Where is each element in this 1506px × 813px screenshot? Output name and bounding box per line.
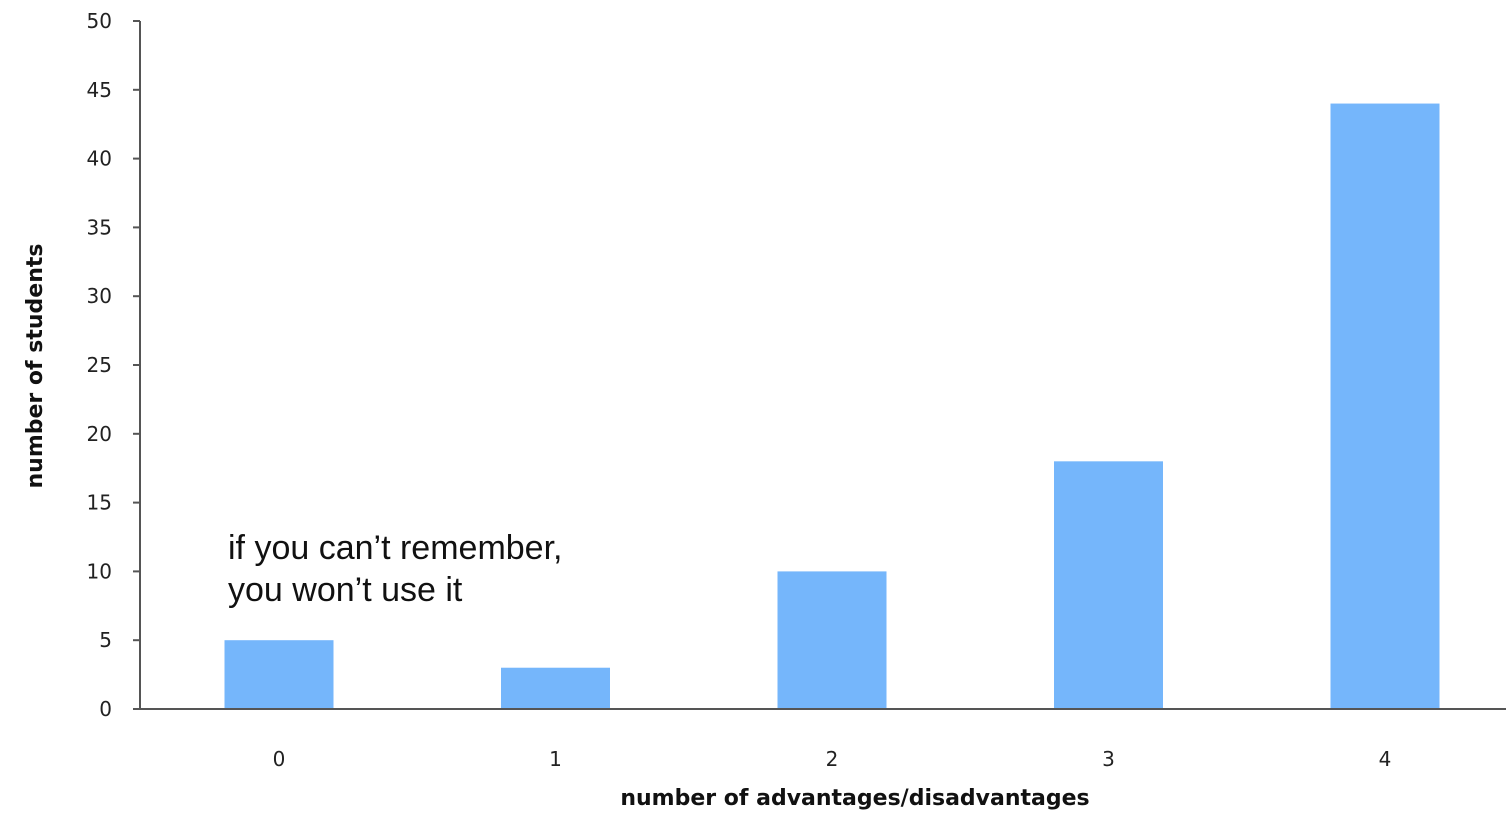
- y-tick-label: 30: [87, 284, 112, 308]
- bar-0: [224, 640, 334, 709]
- bar-1: [501, 667, 610, 709]
- x-axis-title: number of advantages/disadvantages: [620, 786, 1089, 811]
- y-tick-label: 0: [99, 697, 112, 721]
- y-tick-label: 25: [87, 353, 112, 377]
- y-tick-label: 35: [87, 215, 112, 239]
- x-tick-label: 0: [273, 747, 286, 771]
- y-tick-label: 40: [87, 147, 112, 171]
- y-tick-label: 10: [87, 559, 112, 583]
- x-tick-label: 4: [1379, 747, 1392, 771]
- x-tick-label: 3: [1102, 747, 1115, 771]
- y-tick-label: 5: [99, 628, 112, 652]
- annotation-line-2: you won’t use it: [228, 571, 463, 609]
- y-axis-title: number of students: [23, 244, 48, 489]
- y-tick-label: 15: [87, 491, 112, 515]
- x-tick-label: 1: [549, 747, 562, 771]
- x-tick-label: 2: [826, 747, 839, 771]
- bar-4: [1330, 103, 1440, 709]
- chart-annotation: if you can’t remember, you won’t use it: [228, 527, 562, 611]
- bars-group: [224, 103, 1440, 709]
- x-axis-ticks: 0 1 2 3 4: [273, 747, 1392, 771]
- y-tick-label: 45: [87, 78, 112, 102]
- bar-3: [1054, 461, 1163, 709]
- y-tick-label: 50: [87, 9, 112, 33]
- annotation-line-1: if you can’t remember,: [228, 529, 563, 567]
- bar-2: [777, 571, 887, 709]
- y-axis-ticks: 0 5 10 15 20 25 30 35 40 45 50: [87, 9, 140, 721]
- y-tick-label: 20: [87, 422, 112, 446]
